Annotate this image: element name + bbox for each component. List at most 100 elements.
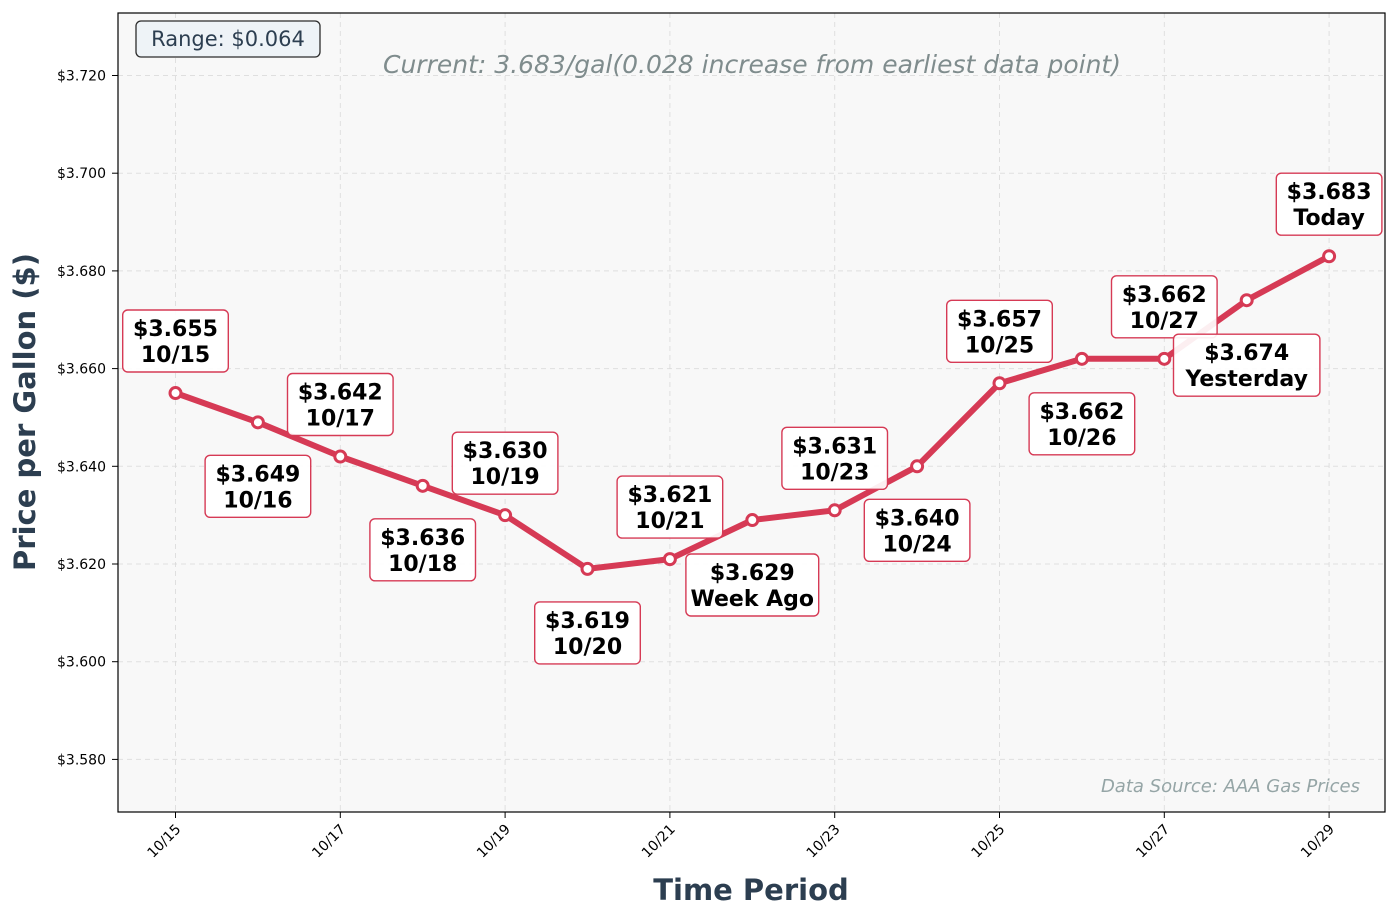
range-box: Range: $0.064: [135, 20, 321, 58]
data-point: [415, 478, 430, 493]
data-label-value: $3.642: [298, 381, 383, 406]
data-label-value: $3.649: [215, 462, 300, 487]
y-tick-label: $3.660: [57, 362, 106, 378]
data-label-box: [121, 309, 229, 373]
y-axis: $3.580 $3.600 $3.620 $3.640 $3.660 $3.680 $3.7…: [57, 69, 118, 768]
x-tick-label: 10/23: [804, 822, 844, 862]
data-label-date: 10/27: [1130, 309, 1199, 334]
data-point: [1239, 293, 1254, 308]
x-tick-label: 10/21: [639, 822, 679, 862]
data-label-date: 10/16: [223, 488, 292, 513]
data-label-value: $3.662: [1122, 283, 1207, 308]
data-point: [168, 386, 183, 401]
data-label-value: $3.630: [463, 439, 548, 464]
y-tick-label: $3.720: [57, 69, 106, 85]
data-label-date: 10/19: [470, 465, 539, 490]
data-label-date: 10/15: [141, 343, 210, 368]
data-label-date: 10/20: [553, 635, 622, 660]
data-point: [992, 376, 1007, 391]
data-label-value: $3.629: [710, 561, 795, 586]
data-label-box: [286, 372, 394, 437]
data-point: [745, 513, 760, 528]
data-label-box: [534, 601, 642, 665]
y-tick-label: $3.600: [57, 655, 106, 671]
data-label-date: 10/17: [306, 407, 375, 432]
data-label-value: $3.657: [957, 307, 1042, 332]
data-label-date: 10/24: [882, 532, 951, 557]
data-label-value: $3.640: [875, 506, 960, 531]
data-point: [580, 561, 595, 576]
x-tick-label: 10/29: [1298, 822, 1338, 862]
x-axis-label: Time Period: [653, 873, 849, 907]
range-box-text: Range: $0.064: [151, 27, 305, 51]
data-label-box: [204, 454, 312, 518]
data-point: [250, 415, 265, 430]
data-point: [498, 508, 513, 523]
data-label-box: [369, 518, 477, 582]
data-label-date: 10/21: [635, 509, 704, 534]
x-tick-label: 10/19: [474, 822, 514, 862]
data-label-date: 10/26: [1047, 426, 1116, 451]
y-tick-label: $3.620: [57, 557, 106, 573]
data-label-value: $3.655: [133, 317, 218, 342]
x-tick-label: 10/27: [1133, 822, 1173, 862]
data-point: [333, 449, 348, 464]
data-label-value: $3.662: [1039, 400, 1124, 425]
data-label-box: [863, 498, 971, 562]
data-label-date: 10/23: [800, 460, 869, 485]
x-tick-label: 10/15: [144, 822, 184, 862]
data-label-box: [1275, 172, 1383, 236]
data-point: [662, 552, 677, 567]
data-point: [1074, 351, 1089, 366]
data-labels: $3.65510/15$3.64910/16$3.64210/17$3.6361…: [121, 172, 1383, 665]
data-label-box: [1110, 275, 1218, 339]
data-point: [1322, 249, 1337, 264]
x-axis: 10/15 10/17 10/19 10/21 10/23 10/25 10/27 10/29: [144, 812, 1338, 862]
data-label-value: $3.674: [1204, 341, 1289, 366]
data-label-date: Yesterday: [1184, 367, 1307, 392]
data-label-value: $3.631: [792, 434, 877, 459]
data-label-date: Week Ago: [691, 587, 815, 612]
y-tick-label: $3.580: [57, 752, 106, 768]
data-label-value: $3.619: [545, 609, 630, 634]
data-point: [827, 503, 842, 518]
data-label-box: [1028, 392, 1136, 456]
data-label-date: 10/25: [965, 333, 1034, 358]
data-label-date: Today: [1293, 206, 1364, 231]
plot-frame: [117, 12, 1386, 813]
y-tick-label: $3.640: [57, 459, 106, 475]
data-label-box: [451, 431, 559, 495]
data-label-box: [946, 299, 1054, 363]
y-axis-label: Price per Gallon ($): [8, 253, 42, 571]
data-label-value: $3.683: [1287, 180, 1372, 205]
data-label-date: 10/18: [388, 552, 457, 577]
data-label-value: $3.636: [380, 526, 465, 551]
data-source-note: Data Source: AAA Gas Prices: [1101, 776, 1360, 797]
data-label-box: [616, 475, 724, 539]
x-tick-label: 10/25: [968, 822, 1008, 862]
y-tick-label: $3.700: [57, 166, 106, 182]
data-point: [910, 459, 925, 474]
data-point: [1157, 351, 1172, 366]
chart-subtitle: Current: 3.683/gal(0.028 increase from e…: [383, 50, 1121, 79]
data-label-box: [1172, 333, 1321, 397]
y-tick-label: $3.680: [57, 264, 106, 280]
data-label-value: $3.621: [627, 483, 712, 508]
series: [168, 249, 1337, 576]
